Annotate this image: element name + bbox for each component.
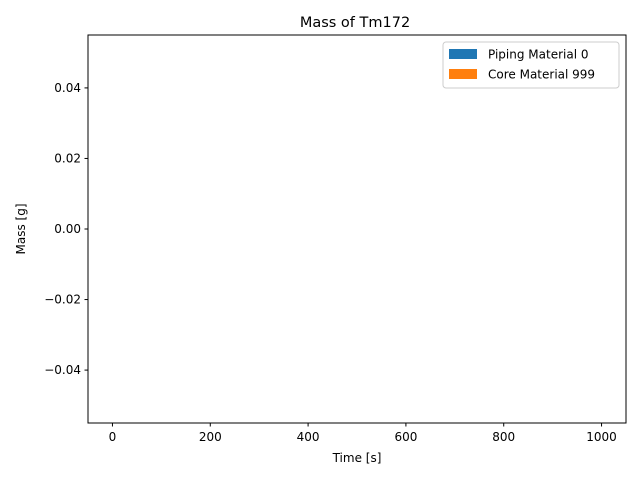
y-tick-label: −0.02 — [44, 293, 81, 307]
y-axis-ticks: 0.04 0.02 0.00 −0.02 −0.04 — [44, 81, 88, 377]
legend-label-1: Core Material 999 — [488, 68, 595, 82]
legend: Piping Material 0 Core Material 999 — [442, 41, 620, 89]
legend-swatch-1 — [449, 69, 477, 79]
legend-items: Piping Material 0 Core Material 999 — [449, 48, 595, 82]
y-tick-label: 0.00 — [54, 222, 81, 236]
x-tick-label: 400 — [297, 430, 320, 444]
y-tick-label: 0.02 — [54, 151, 81, 165]
x-tick-label: 200 — [199, 430, 222, 444]
x-tick-label: 600 — [394, 430, 417, 444]
chart-title: Mass of Tm172 — [300, 15, 410, 31]
x-tick-label: 1000 — [586, 430, 617, 444]
y-axis-label: Mass [g] — [14, 203, 28, 254]
legend-frame — [442, 41, 620, 89]
y-tick-label: 0.04 — [54, 81, 81, 95]
x-axis-label: Time [s] — [332, 451, 382, 465]
legend-label-0: Piping Material 0 — [488, 48, 589, 62]
y-tick-label: −0.04 — [44, 363, 81, 377]
legend-swatch-0 — [449, 49, 477, 59]
x-tick-label: 0 — [109, 430, 117, 444]
x-axis-ticks: 0 200 400 600 800 1000 — [109, 423, 617, 444]
plot-frame — [87, 34, 627, 424]
x-tick-label: 800 — [492, 430, 515, 444]
